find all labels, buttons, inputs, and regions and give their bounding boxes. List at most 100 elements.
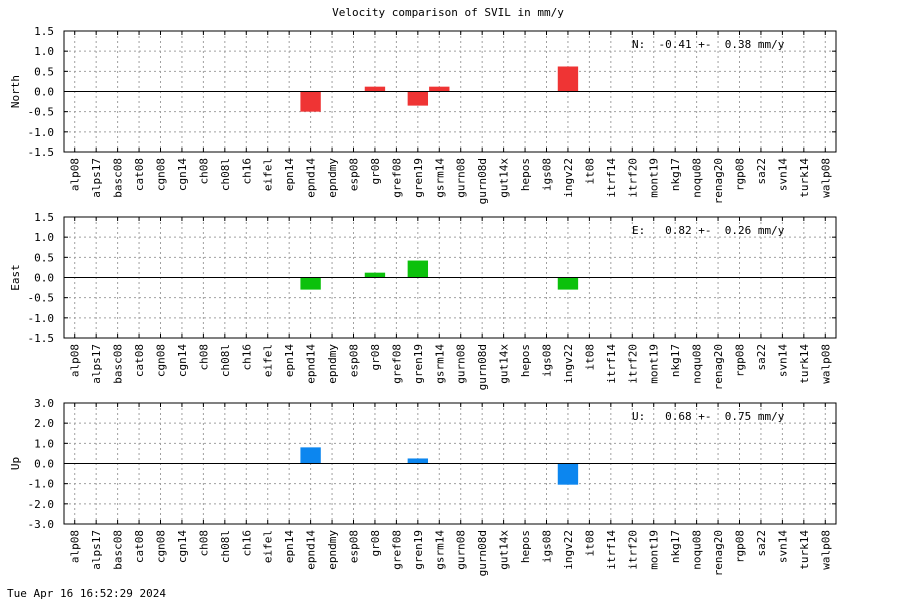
y-tick-label: -1.0 — [28, 126, 55, 139]
x-tick-label: basc08 — [112, 530, 125, 570]
x-tick-label: gut14x — [498, 530, 511, 570]
x-tick-label: gsrm14 — [433, 158, 446, 198]
x-tick-label: gut14x — [498, 158, 511, 198]
x-tick-label: basc08 — [112, 158, 125, 198]
panel-up: -3.0 -2.0 -1.0 0.0 1.0 2.0 3.0 Up U: 0.68 +- 0.7… — [9, 397, 837, 576]
y-tick-label: 0.5 — [34, 251, 54, 264]
x-tick-label: ingv22 — [562, 530, 575, 570]
x-tick-label: itrf14 — [605, 344, 618, 384]
y-tick-label: -0.5 — [28, 106, 55, 119]
x-tick-label: eifel — [262, 158, 275, 191]
x-tick-label: renag20 — [712, 530, 725, 576]
x-tick-label: cgn08 — [155, 530, 168, 563]
x-tick-label: renag20 — [712, 344, 725, 390]
x-tick-label: hepos — [519, 158, 532, 191]
x-tick-label: gurn08 — [455, 344, 468, 384]
y-tick-label: 0.5 — [34, 65, 54, 78]
x-tick-label: gref08 — [390, 530, 403, 570]
y-tick-label: -1.0 — [28, 312, 55, 325]
x-tick-label: igs08 — [541, 344, 554, 377]
x-tick-label: itrf20 — [626, 344, 639, 384]
x-tick-label: eifel — [262, 530, 275, 563]
x-tick-label: svn14 — [776, 158, 789, 191]
x-tick-label: alps17 — [90, 158, 103, 198]
x-tick-label: gref08 — [390, 158, 403, 198]
y-tick-label: 0.0 — [34, 458, 54, 471]
x-tick-label: cgn14 — [176, 344, 189, 377]
x-tick-label: noqu08 — [691, 344, 704, 384]
x-tick-label: hepos — [519, 530, 532, 563]
x-tick-label: hepos — [519, 344, 532, 377]
panel-east: -1.5 -1.0 -0.5 0.0 0.5 1.0 1.5 East E: 0.82 +- 0… — [9, 211, 837, 390]
x-tick-label: svn14 — [776, 344, 789, 377]
bar-gsrm14 — [429, 86, 450, 92]
x-tick-label: itrf14 — [605, 530, 618, 570]
x-tick-label: itrf14 — [605, 158, 618, 198]
x-tick-label: turk14 — [798, 158, 811, 198]
x-tick-label: svn14 — [776, 530, 789, 563]
x-tick-label: eifel — [262, 344, 275, 377]
y-tick-label: 1.0 — [34, 45, 54, 58]
plot-frame — [63, 216, 837, 339]
x-tick-label: gsrm14 — [433, 530, 446, 570]
bar-ingv22 — [557, 277, 579, 290]
x-tick-label: epn14 — [283, 530, 296, 563]
bar-ingv22 — [557, 463, 579, 485]
x-tick-label: walp08 — [819, 530, 832, 570]
x-tick-label: mont19 — [648, 158, 661, 198]
x-tick-label: turk14 — [798, 344, 811, 384]
y-tick-label: 3.0 — [34, 397, 54, 410]
x-tick-label: ch16 — [240, 344, 253, 371]
x-tick-label: sa22 — [755, 158, 768, 185]
bar-ingv22 — [557, 66, 579, 92]
x-tick-label: gurn08 — [455, 530, 468, 570]
x-tick-label: cgn14 — [176, 530, 189, 563]
x-tick-label: cat08 — [133, 158, 146, 191]
x-tick-label: rgp08 — [734, 344, 747, 377]
chart-panels: -1.5 -1.0 -0.5 0.0 0.5 1.0 1.5 North N: -0.41 +-… — [9, 25, 837, 576]
y-axis-label: Up — [9, 457, 22, 470]
x-tick-label: alp08 — [69, 344, 82, 377]
plot-frame — [63, 402, 837, 525]
stats-annotation: U: 0.68 +- 0.75 mm/y — [632, 410, 785, 423]
x-tick-label: ch08l — [219, 344, 232, 377]
bar-gren19 — [407, 260, 429, 278]
x-tick-label: esp08 — [348, 158, 361, 191]
x-tick-label: ch08l — [219, 158, 232, 191]
x-tick-label: epnd14 — [305, 344, 318, 384]
x-tick-label: esp08 — [348, 530, 361, 563]
y-tick-label: 0.0 — [34, 272, 54, 285]
x-tick-label: alp08 — [69, 158, 82, 191]
x-tick-label: sa22 — [755, 344, 768, 371]
x-tick-label: ingv22 — [562, 158, 575, 198]
x-tick-label: renag20 — [712, 158, 725, 204]
x-tick-label: ch08 — [197, 530, 210, 557]
y-tick-label: 1.0 — [34, 231, 54, 244]
y-tick-label: -1.5 — [28, 146, 55, 159]
bar-gren19 — [407, 91, 429, 106]
x-tick-label: it08 — [583, 530, 596, 557]
bar-epnd14 — [300, 277, 321, 290]
bar-gr08 — [364, 272, 386, 278]
y-tick-label: -0.5 — [28, 292, 55, 305]
x-tick-label: ch16 — [240, 158, 253, 185]
x-tick-label: noqu08 — [691, 530, 704, 570]
x-tick-label: ch08 — [197, 158, 210, 185]
x-tick-label: ch08l — [219, 530, 232, 563]
bar-epnd14 — [300, 91, 321, 112]
x-tick-label: gren19 — [412, 344, 425, 384]
stats-annotation: E: 0.82 +- 0.26 mm/y — [632, 224, 785, 237]
plot-frame — [63, 30, 837, 153]
x-tick-label: epnd14 — [305, 530, 318, 570]
y-axis-label: North — [9, 75, 22, 108]
bar-gren19 — [407, 458, 429, 464]
x-tick-label: epn14 — [283, 158, 296, 191]
x-tick-label: cgn14 — [176, 158, 189, 191]
x-tick-label: esp08 — [348, 344, 361, 377]
x-tick-label: epndmy — [326, 344, 339, 384]
x-tick-label: cgn08 — [155, 158, 168, 191]
x-tick-label: gurn08d — [476, 158, 489, 204]
x-tick-label: mont19 — [648, 344, 661, 384]
x-tick-label: gr08 — [369, 158, 382, 185]
